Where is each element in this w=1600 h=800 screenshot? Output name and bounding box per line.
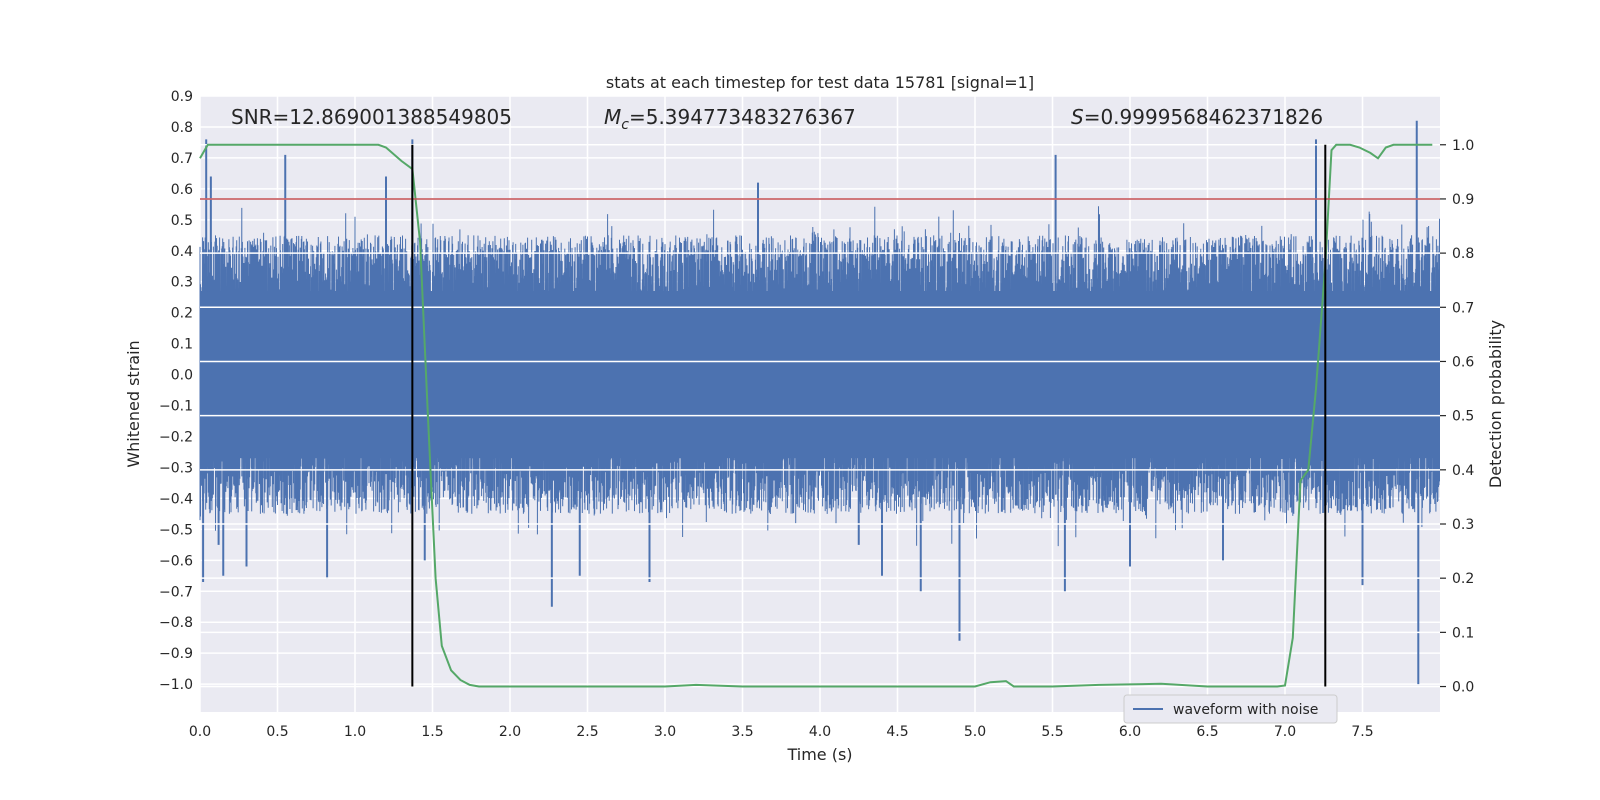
y-left-tick-label: −0.5 [159,522,193,538]
waveform-line [199,206,1440,547]
y-left-tick-label: 0.3 [171,275,193,291]
x-tick-label: 0.0 [189,724,211,740]
y-left-tick-label: 0.6 [171,182,193,198]
y-right-tick-label: 0.0 [1452,680,1474,696]
legend-label: waveform with noise [1173,702,1318,718]
x-tick-label: 1.5 [421,724,443,740]
y-right-tick-label: 0.9 [1452,192,1474,208]
y-left-tick-label: −0.4 [159,491,193,507]
y-left-tick-label: −0.1 [159,399,193,415]
y-left-tick-label: 0.4 [171,244,193,260]
x-tick-label: 7.0 [1274,724,1296,740]
y-left-axis-label: Whitened strain [124,340,143,467]
y-left-tick-label: 0.5 [171,213,193,229]
x-tick-label: 3.0 [654,724,676,740]
y-left-tick-label: 0.0 [171,368,193,384]
y-right-tick-label: 0.5 [1452,409,1474,425]
y-left-tick-label: −0.2 [159,430,193,446]
y-left-tick-label: −0.9 [159,646,193,662]
chirp-mass-symbol: M [604,105,621,129]
x-axis-label: Time (s) [786,745,852,764]
chirp-mass-subscript: c [621,117,629,133]
chirp-mass-value: =5.394773483276367 [629,105,856,129]
x-tick-label: 5.0 [964,724,986,740]
y-left-tick-label: −1.0 [159,677,193,693]
y-left-tick-label: 0.7 [171,151,193,167]
x-tick-label: 4.5 [886,724,908,740]
y-right-tick-label: 0.2 [1452,571,1474,587]
x-tick-label: 2.5 [576,724,598,740]
score-annotation: S=0.9999568462371826 [1071,105,1323,129]
score-symbol: S [1071,105,1084,129]
waveform-series [199,120,1440,685]
y-right-ticks: 1.0 0.9 0.8 0.7 0.6 0.5 0.4 0.3 0.2 0.1 0.0 [1440,138,1474,696]
y-left-tick-label: −0.7 [159,584,193,600]
x-tick-label: 0.5 [266,724,288,740]
x-tick-label: 1.0 [344,724,366,740]
y-right-tick-label: 0.3 [1452,517,1474,533]
y-right-tick-label: 0.7 [1452,300,1474,316]
chirp-mass-annotation: Mc=5.394773483276367 [604,105,856,133]
y-left-tick-label: 0.2 [171,306,193,322]
y-left-tick-label: −0.8 [159,615,193,631]
y-right-tick-label: 0.8 [1452,246,1474,262]
x-tick-label: 6.5 [1196,724,1218,740]
x-tick-label: 5.5 [1041,724,1063,740]
x-ticks: 0.0 0.5 1.0 1.5 2.0 2.5 3.0 3.5 4.0 4.5 5.0 5.5 6.0 6… [189,724,1374,740]
legend: waveform with noise [1123,694,1338,724]
y-left-tick-label: 0.8 [171,120,193,136]
y-right-tick-label: 1.0 [1452,138,1474,154]
x-tick-label: 3.5 [731,724,753,740]
snr-annotation: SNR=12.869001388549805 [231,105,512,129]
x-tick-label: 4.0 [809,724,831,740]
y-right-axis-label: Detection probability [1486,320,1505,488]
y-right-tick-label: 0.6 [1452,354,1474,370]
reference-lines [200,144,1440,687]
y-right-tick-label: 0.4 [1452,463,1474,479]
legend-box [1123,694,1338,724]
waveform-core [200,291,1440,459]
x-tick-label: 7.5 [1351,724,1373,740]
y-left-tick-label: −0.3 [159,460,193,476]
y-left-tick-label: −0.6 [159,553,193,569]
y-left-ticks: 0.9 0.8 0.7 0.6 0.5 0.4 0.3 0.2 0.1 0.0 −0.1 −0.2 −0… [159,89,193,693]
chart-title: stats at each timestep for test data 157… [606,73,1034,92]
probability-line [199,143,1433,688]
x-tick-label: 6.0 [1119,724,1141,740]
y-left-tick-label: 0.9 [171,89,193,105]
x-tick-label: 2.0 [499,724,521,740]
score-value: =0.9999568462371826 [1084,105,1323,129]
y-right-tick-label: 0.1 [1452,625,1474,641]
y-left-tick-label: 0.1 [171,337,193,353]
